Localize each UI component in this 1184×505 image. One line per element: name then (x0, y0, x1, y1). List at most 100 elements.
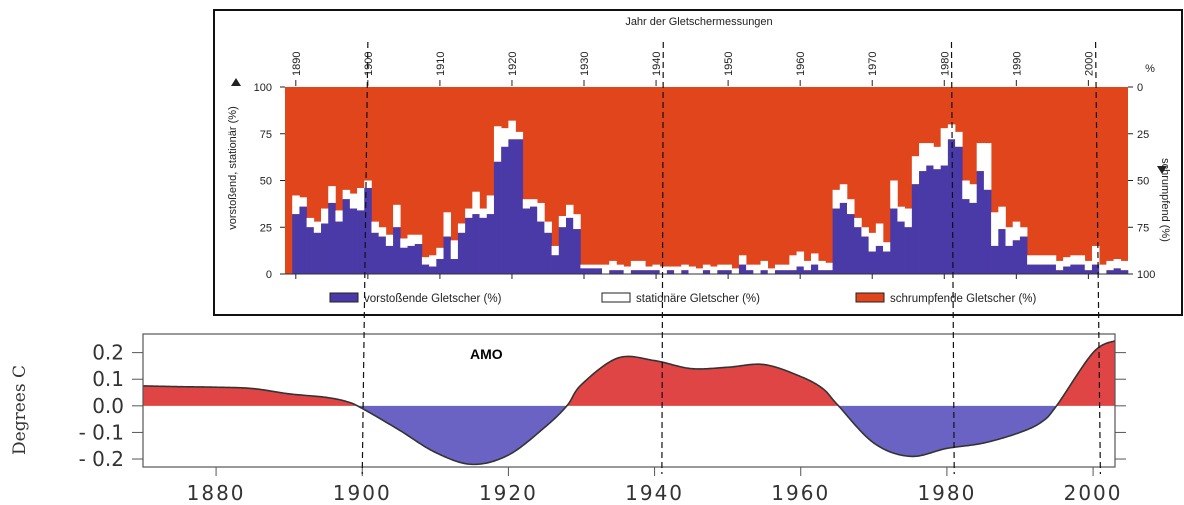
stationary-bar-1907 (414, 234, 423, 245)
stationary-bar-1899 (357, 187, 365, 211)
top-right-tick-label: 25 (1137, 129, 1149, 141)
amo-x-tick-label: 1900 (333, 481, 392, 505)
stationary-bar-1922 (522, 199, 531, 209)
advancing-bar-1908 (421, 264, 430, 274)
advancing-bar-1914 (465, 217, 473, 274)
advancing-bar-1987 (991, 245, 999, 274)
top-x-tick-label: 2000 (1083, 52, 1095, 76)
advancing-bar-1900 (364, 187, 372, 274)
stationary-bar-1971 (875, 223, 884, 246)
advancing-bar-2001 (1091, 264, 1100, 274)
advancing-bar-1947 (702, 270, 711, 274)
stationary-bar-1906 (407, 234, 415, 246)
top-x-tick-label: 1940 (651, 52, 663, 76)
advancing-bar-1960 (796, 266, 805, 274)
amo-x-tick-label: 1960 (771, 481, 830, 505)
advancing-bar-1902 (378, 236, 387, 274)
advancing-bar-1990 (1012, 240, 1021, 274)
stationary-bar-1901 (371, 221, 379, 233)
reference-line-1981 (950, 41, 955, 475)
top-bars (292, 120, 1129, 274)
advancing-bar-1969 (861, 236, 869, 274)
advancing-bar-1891 (299, 206, 307, 274)
amo-title: AMO (470, 346, 503, 362)
stationary-bar-1927 (558, 216, 567, 228)
stationary-bar-1893 (313, 221, 322, 233)
advancing-bar-1972 (883, 251, 891, 274)
top-left-tick-label: 100 (254, 82, 272, 94)
top-right-tick-label: 50 (1137, 176, 1149, 188)
advancing-bar-1994 (1041, 264, 1050, 274)
stationary-bar-1957 (774, 264, 783, 271)
stationary-bar-1908 (421, 257, 430, 265)
advancing-bar-1909 (429, 266, 437, 274)
advancing-bar-1952 (738, 264, 747, 274)
stationary-bar-1897 (342, 189, 351, 200)
top-x-tick-label: 1900 (363, 52, 375, 76)
stationary-bar-1920 (508, 120, 516, 140)
stationary-bar-1892 (306, 217, 315, 228)
amo-positive-area (143, 340, 1115, 406)
stationary-bar-1959 (789, 255, 797, 271)
top-left-axis-label: vorstoßend, stationär (%) (227, 106, 239, 230)
stationary-bar-1977 (919, 143, 927, 172)
stationary-bar-1912 (450, 240, 459, 260)
stationary-bar-1898 (349, 193, 358, 209)
advancing-bar-1999 (1077, 264, 1086, 274)
advancing-bar-1993 (1034, 264, 1042, 274)
amo-x-tick-label: 1940 (625, 481, 684, 505)
advancing-bar-1930 (580, 268, 588, 274)
advancing-bar-1997 (1063, 266, 1071, 274)
stationary-bar-1960 (796, 251, 805, 267)
stationary-bar-1955 (760, 260, 769, 271)
advancing-bar-1912 (450, 259, 459, 274)
top-x-tick-label: 1970 (867, 52, 879, 76)
advancing-bar-1921 (515, 139, 524, 274)
stationary-bar-1987 (991, 212, 999, 246)
stationary-bar-1902 (378, 227, 387, 237)
stationary-bar-1993 (1034, 255, 1042, 265)
advancing-bar-2000 (1084, 270, 1093, 274)
legend-label-advancing: vorstoßende Gletscher (%) (364, 293, 502, 305)
amo-x-tick-label: 1980 (917, 481, 976, 505)
advancing-bar-1966 (839, 202, 848, 274)
advancing-bar-1983 (962, 199, 970, 274)
stationary-bar-1935 (616, 264, 624, 271)
stationary-bar-1896 (335, 210, 343, 222)
top-x-tick-label: 1950 (723, 52, 735, 76)
top-left-tick-label: 75 (260, 129, 272, 141)
advancing-bar-1982 (955, 146, 963, 274)
stationary-bar-1997 (1063, 257, 1071, 267)
reference-line-2001 (1094, 41, 1101, 475)
stationary-bar-1939 (645, 266, 653, 271)
top-left-tick-label: 25 (260, 222, 272, 234)
stationary-bar-1976 (911, 156, 920, 185)
stationary-bar-1915 (472, 191, 480, 215)
stationary-bar-1953 (746, 264, 754, 271)
advancing-bar-1937 (630, 270, 639, 274)
stationary-bar-1928 (566, 204, 574, 218)
stationary-bar-2005 (1120, 260, 1129, 271)
advancing-bar-1922 (522, 208, 531, 274)
advancing-bar-1965 (832, 208, 841, 274)
advancing-bar-1959 (789, 270, 797, 274)
advancing-bar-1923 (529, 206, 538, 274)
advancing-bar-1910 (436, 259, 444, 274)
advancing-bar-1986 (983, 189, 992, 274)
stationary-bar-1933 (602, 264, 610, 274)
amo-plot-frame (142, 333, 1116, 468)
advancing-bar-1980 (940, 165, 949, 274)
legend-label-stationary: stationäre Gletscher (%) (636, 293, 760, 305)
stationary-bar-1905 (400, 238, 408, 248)
amo-y-tick-label: 0.0 (92, 394, 124, 418)
advancing-bar-1974 (897, 221, 905, 274)
stationary-bar-1998 (1070, 255, 1078, 265)
stationary-bar-1991 (1019, 227, 1028, 237)
amo-plot-area (142, 333, 1116, 468)
advancing-bar-1996 (1055, 270, 1064, 274)
amo-y-axis-label: Degrees C (10, 365, 30, 455)
stationary-bar-1929 (573, 214, 581, 230)
advancing-bar-1989 (1005, 245, 1014, 274)
advancing-bar-1924 (537, 221, 545, 274)
legend-swatch-shrinking (855, 292, 885, 303)
